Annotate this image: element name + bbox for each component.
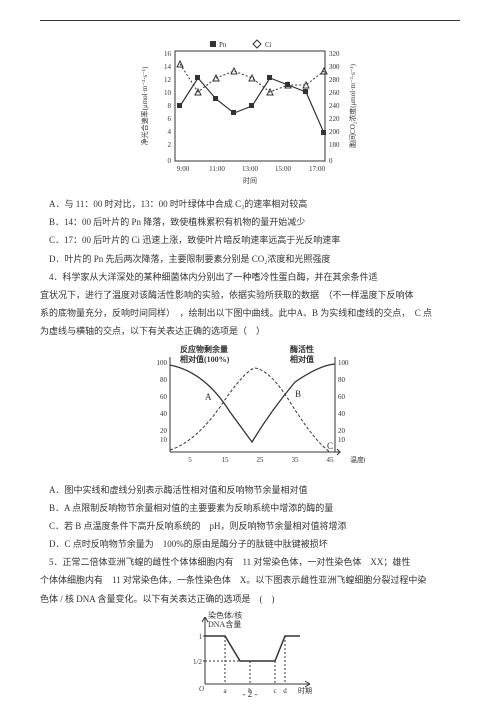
c1-yr-7: 180 — [329, 141, 340, 149]
c1-yr-3: 260 — [329, 89, 340, 97]
c1-x-0: 9:00 — [177, 165, 190, 173]
c1-yr-8: 0 — [329, 157, 333, 165]
c3-y1: 1/2 — [193, 658, 202, 666]
c2-yr5: 10 — [338, 436, 346, 444]
q3-optA: A．与 11：00 时对比，13：00 时叶绿体中合成 C₃的速率相对较高 — [40, 196, 460, 212]
c2-yr2: 60 — [338, 393, 346, 401]
c2-y1: 80 — [160, 376, 168, 384]
q5-line1: 5．正常二倍体亚洲飞蝗的雌性个体体细胞内有 11 对常染色体，一对性染色体 XX… — [40, 554, 460, 570]
c2-yr0: 100 — [338, 359, 349, 367]
c1-yl-7: 2 — [168, 141, 172, 149]
c1-yl-5: 6 — [168, 115, 172, 123]
q3-optD: D．叶片的 Pn 先后两次降落，主要限制要素分别是 CO₂浓度和光照强度 — [40, 251, 460, 267]
c1-yr-1: 300 — [329, 63, 340, 71]
c2-ll1: 反应物剩余量 — [180, 344, 228, 354]
c1-yl-8: 0 — [168, 157, 172, 165]
c1-ylabel-left: 净光合速率(μmol·m⁻²·s⁻¹) — [140, 66, 149, 145]
q4-optD: D．C 点时反响物节余量为 100%的原由是酶分子的肽链中肽键被损坏 — [40, 536, 460, 552]
c2-y4: 20 — [160, 427, 168, 435]
c2-yr4: 20 — [338, 427, 346, 435]
q4-optA: A．图中实线和虚线分别表示酶活性相对值和反响物节余量相对值 — [40, 482, 460, 498]
c1-yl-6: 4 — [168, 128, 172, 136]
c2-x2: 25 — [257, 456, 265, 464]
c1-yl-0: 16 — [164, 50, 172, 58]
page-number: - 2 - — [0, 689, 500, 699]
c1-yl-4: 8 — [168, 102, 172, 110]
q4-line1: 4．科学家从大洋深处的某种细菌体内分别出了一种嗜冷性蛋白酶，并在其余条件适 — [40, 269, 460, 285]
c2-y0: 100 — [157, 359, 168, 367]
c1-yr-2: 280 — [329, 76, 340, 84]
c2-y3: 40 — [160, 410, 168, 418]
c3-y0: 1 — [199, 633, 203, 641]
chart3-container: 1 1/2 染色体/核 DNA含量 a b c d 时期 O — [40, 609, 460, 699]
c1-leg-pn: Pn — [219, 41, 227, 49]
c1-yr-5: 220 — [329, 115, 340, 123]
c2-A: A — [205, 392, 212, 402]
chart1-container: 16 14 12 10 8 6 4 2 0 320 300 280 260 24… — [40, 36, 460, 186]
q4-optC: C．若 B 点温度条件下高升反响系统的 pH，则反响物节余量相对值将增添 — [40, 518, 460, 534]
q5-line2: 个体体细胞内有 11 对常染色体，一条性染色体 X。以下图表示雌性亚洲飞蝗细胞分… — [40, 572, 460, 588]
c2-ll2: 相对值(100%) — [180, 354, 230, 364]
c1-yl-1: 14 — [164, 63, 172, 71]
c1-yr-0: 320 — [329, 50, 340, 58]
c3-yl2: DNA含量 — [208, 619, 241, 629]
c1-xlabel: 时间 — [243, 176, 257, 185]
top-rule — [40, 20, 460, 21]
c1-yr-6: 200 — [329, 128, 340, 136]
c2-yr1: 80 — [338, 376, 346, 384]
c2-x1: 15 — [222, 456, 230, 464]
c2-x3: 35 — [292, 456, 300, 464]
c2-x4: 45 — [327, 456, 335, 464]
c3-yl1: 染色体/核 — [208, 610, 242, 620]
c1-yl-2: 12 — [164, 76, 172, 84]
q4-optB: B．A 点限制反响物节余量相对值的主要要素为反响系统中增添的酶的量 — [40, 500, 460, 516]
c1-x-3: 15:00 — [275, 165, 291, 173]
c1-x-4: 17:00 — [309, 165, 325, 173]
c2-yr3: 40 — [338, 410, 346, 418]
c1-yr-4: 240 — [329, 102, 340, 110]
chart2-container: 100 80 60 40 20 10 100 80 60 40 20 10 5 … — [40, 342, 460, 472]
c1-leg-ci: Ci — [265, 41, 272, 49]
c1-x-2: 13:00 — [242, 165, 258, 173]
q5-line3: 色体 / 核 DNA 含量变化。以下有关表达正确的选项是 ( ) — [40, 591, 460, 607]
c2-x0: 5 — [188, 456, 192, 464]
chart1-svg: 16 14 12 10 8 6 4 2 0 320 300 280 260 24… — [135, 36, 365, 186]
c2-xlabel: 温度(℃) — [350, 455, 365, 464]
chart2-svg: 100 80 60 40 20 10 100 80 60 40 20 10 5 … — [135, 342, 365, 472]
c2-B: B — [295, 389, 301, 399]
q4-line3: 系的底物量充分，反响时间同样） ，绘制出以下图中曲线。此中A、B 为实线和虚线的… — [40, 305, 460, 321]
c2-rl1: 酶活性 — [290, 344, 314, 354]
chart3-svg: 1 1/2 染色体/核 DNA含量 a b c d 时期 O — [175, 609, 325, 699]
q3-optC: C．17：00 后叶片的 Ci 迅速上涨，致使叶片暗反响速率远高于光反响速率 — [40, 232, 460, 248]
c2-rl2: 相对值 — [290, 354, 314, 364]
c1-x-1: 11:00 — [209, 165, 225, 173]
c2-y5: 10 — [160, 436, 168, 444]
c1-ylabel-right: 胞间CO₂浓度(μmol·m⁻²·s⁻¹) — [348, 63, 357, 148]
c2-y2: 60 — [160, 393, 168, 401]
c2-C: C — [327, 441, 333, 451]
q3-optB: B．14：00 后叶片的 Pn 降落，致使植株累积有机物的量开始减少 — [40, 214, 460, 230]
q4-line4: 为虚线与横轴的交点，以下有关表达正确的选项是（ ） — [40, 323, 460, 339]
q4-line2: 宜状况下，进行了温度对该酶活性影响的实验，依据实验所获取的数据 （不一样温度下反… — [40, 287, 460, 303]
c1-yl-3: 10 — [164, 89, 172, 97]
